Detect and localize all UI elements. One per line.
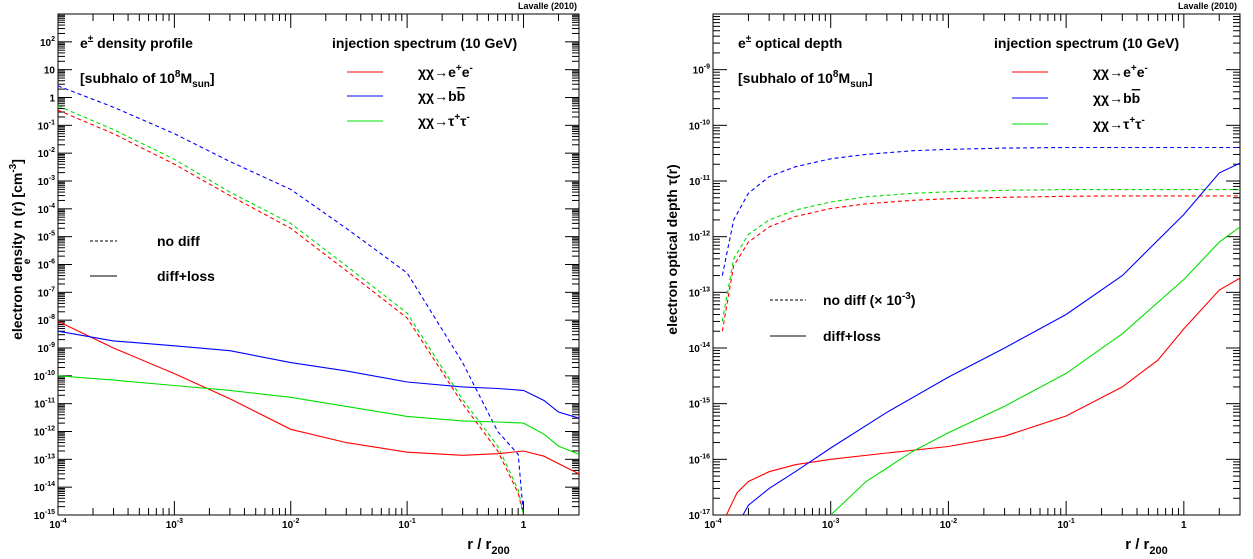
style-legend-label: diff+loss xyxy=(157,268,215,284)
plot-frame xyxy=(712,13,1241,516)
y-tick-label: 10-2 xyxy=(38,147,55,160)
y-tick-label: 10-13 xyxy=(689,286,710,299)
legend-label: χχ→τ+τ- xyxy=(418,112,470,129)
x-tick-label: 10-3 xyxy=(166,518,183,531)
y-tick-label: 10-10 xyxy=(34,370,55,383)
x-tick-label: 10-4 xyxy=(704,518,721,531)
legend-label: χχ→bb xyxy=(1093,90,1140,106)
x-axis-label: r / r200 xyxy=(1125,536,1168,557)
y-tick-label: 10-15 xyxy=(689,398,710,411)
x-tick-label: 1 xyxy=(1181,520,1187,531)
y-tick-label: 1 xyxy=(49,94,55,105)
panel-subtitle: [subhalo of 108Msun] xyxy=(738,69,873,90)
credit-label: Lavalle (2010) xyxy=(1178,1,1237,11)
panel-title: e± optical depth xyxy=(738,34,842,51)
y-tick-label: 10-7 xyxy=(38,286,55,299)
y-axis-label: electron density n (r) [cm-3] xyxy=(8,159,25,340)
credit-label: Lavalle (2010) xyxy=(518,1,577,11)
legend-label: χχ→bb xyxy=(418,88,465,104)
legend-title: injection spectrum (10 GeV) xyxy=(994,35,1179,51)
right-panel-optical-depth: Lavalle (2010)10-4 10-3 10-2 10-1 110-1710-1… xyxy=(664,1,1241,557)
y-tick-label: 10-14 xyxy=(34,481,55,494)
series-line-ee-no-diff xyxy=(721,195,1240,332)
y-tick-label: 10-12 xyxy=(689,231,710,244)
x-tick-label: 10-3 xyxy=(822,518,839,531)
series-line-bb-diff-loss xyxy=(57,330,580,419)
series-line-bb-diff-loss xyxy=(742,162,1241,516)
series-line-bb-no-diff xyxy=(721,146,1240,276)
y-tick-label: 10-1 xyxy=(38,119,55,132)
y-tick-label: 10-8 xyxy=(38,314,55,327)
series-line-ee-diff-loss xyxy=(57,320,580,475)
style-legend-label: no diff xyxy=(157,233,200,249)
y-axis-label: electron optical depth τ(r) xyxy=(664,164,680,334)
y-tick-label: 10-14 xyxy=(689,342,710,355)
y-tick-label: 10-12 xyxy=(34,426,55,439)
style-legend-label: diff+loss xyxy=(823,328,881,344)
y-tick-label: 10-6 xyxy=(38,259,55,272)
legend-label: χχ→e+e- xyxy=(418,63,473,80)
x-tick-label: 10-1 xyxy=(398,518,415,531)
x-tick-label: 10-1 xyxy=(1057,518,1074,531)
legend-label: χχ→τ+τ- xyxy=(1093,115,1145,132)
x-axis-label: r / r200 xyxy=(467,536,510,557)
legend-title: injection spectrum (10 GeV) xyxy=(332,35,517,51)
legend-label: χχ→e+e- xyxy=(1093,63,1148,80)
series-line-ee-no-diff xyxy=(57,109,525,516)
y-tick-label: 10-10 xyxy=(689,119,710,132)
series-line-ee-diff-loss xyxy=(725,277,1241,516)
series-line-bb-no-diff xyxy=(57,85,525,516)
y-tick-label: 10-11 xyxy=(689,175,710,188)
series-line-tautau-diff-loss xyxy=(830,226,1241,516)
left-panel-density-profile: Lavalle (2010)10-4 10-3 10-2 10-1 110-1510-1… xyxy=(8,1,580,557)
y-tick-label: 102 xyxy=(40,36,55,49)
y-axis-label-subscript: e xyxy=(22,258,33,264)
panel-title: e± density profile xyxy=(80,34,193,51)
y-tick-label: 10-3 xyxy=(38,175,55,188)
y-tick-label: 10-4 xyxy=(38,203,55,216)
series-line-tautau-no-diff xyxy=(721,189,1240,322)
series-line-tautau-diff-loss xyxy=(57,375,580,455)
panel-subtitle: [subhalo of 108Msun] xyxy=(80,69,215,90)
y-tick-label: 10-9 xyxy=(38,342,55,355)
y-tick-label: 10-15 xyxy=(34,509,55,522)
y-tick-label: 10-9 xyxy=(693,64,710,77)
x-tick-label: 10-2 xyxy=(282,518,299,531)
x-tick-label: 10-2 xyxy=(940,518,957,531)
x-tick-label: 10-4 xyxy=(49,518,66,531)
x-tick-label: 1 xyxy=(521,520,527,531)
y-tick-label: 10-13 xyxy=(34,453,55,466)
y-tick-label: 10-17 xyxy=(689,509,710,522)
series-line-tautau-no-diff xyxy=(57,105,525,516)
y-tick-label: 10-16 xyxy=(689,453,710,466)
style-legend-label: no diff (× 10-3) xyxy=(823,291,916,308)
y-tick-label: 10 xyxy=(44,66,56,77)
plot-frame xyxy=(57,13,580,516)
y-tick-label: 10-5 xyxy=(38,231,55,244)
y-tick-label: 10-11 xyxy=(34,398,55,411)
